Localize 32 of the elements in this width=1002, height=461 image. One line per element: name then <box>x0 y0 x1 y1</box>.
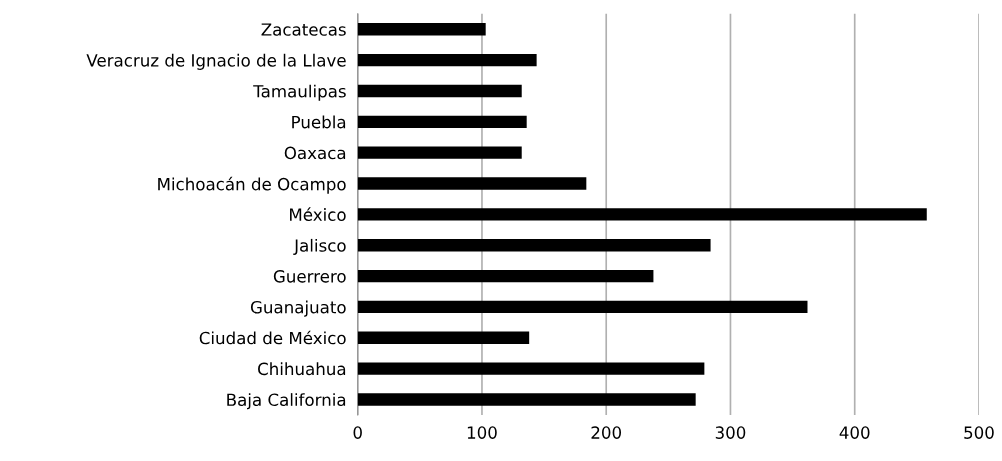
y-tick-label: Michoacán de Ocampo <box>158 176 346 194</box>
y-tick-label: México <box>290 207 346 221</box>
bar <box>357 393 696 406</box>
bar <box>357 300 808 314</box>
x-tick-label: 400 <box>839 426 870 439</box>
bar <box>357 331 530 344</box>
x-tick-label: 500 <box>964 426 994 439</box>
x-tick-label: 300 <box>715 426 746 439</box>
y-tick-label: Oaxaca <box>284 146 346 160</box>
y-tick-label: Guerrero <box>273 270 346 283</box>
y-tick-label: Chihuahua <box>258 362 346 376</box>
y-tick-label: Ciudad de México <box>199 330 346 345</box>
x-tick-label: 200 <box>591 426 622 439</box>
bar <box>357 84 522 98</box>
x-tick-label: 0 <box>353 426 362 439</box>
bar <box>357 239 711 252</box>
y-tick-label: Tamaulipas <box>253 84 346 101</box>
y-tick-label: Veracruz de Ignacio de la Llave <box>86 53 346 70</box>
x-tick-label: 100 <box>467 426 497 439</box>
bar <box>357 53 537 67</box>
bar <box>357 146 522 159</box>
bar <box>357 208 927 221</box>
bar <box>357 23 486 36</box>
y-tick-label: Puebla <box>292 115 346 129</box>
y-tick-label: Baja California <box>227 393 346 410</box>
bar <box>357 115 527 128</box>
y-tick-label: Zacatecas <box>261 23 346 36</box>
y-tick-label: Guanajuato <box>250 300 346 317</box>
y-tick-label: Jalisco <box>293 238 346 255</box>
bar <box>357 177 587 190</box>
bar <box>357 362 705 375</box>
bar <box>357 269 654 283</box>
